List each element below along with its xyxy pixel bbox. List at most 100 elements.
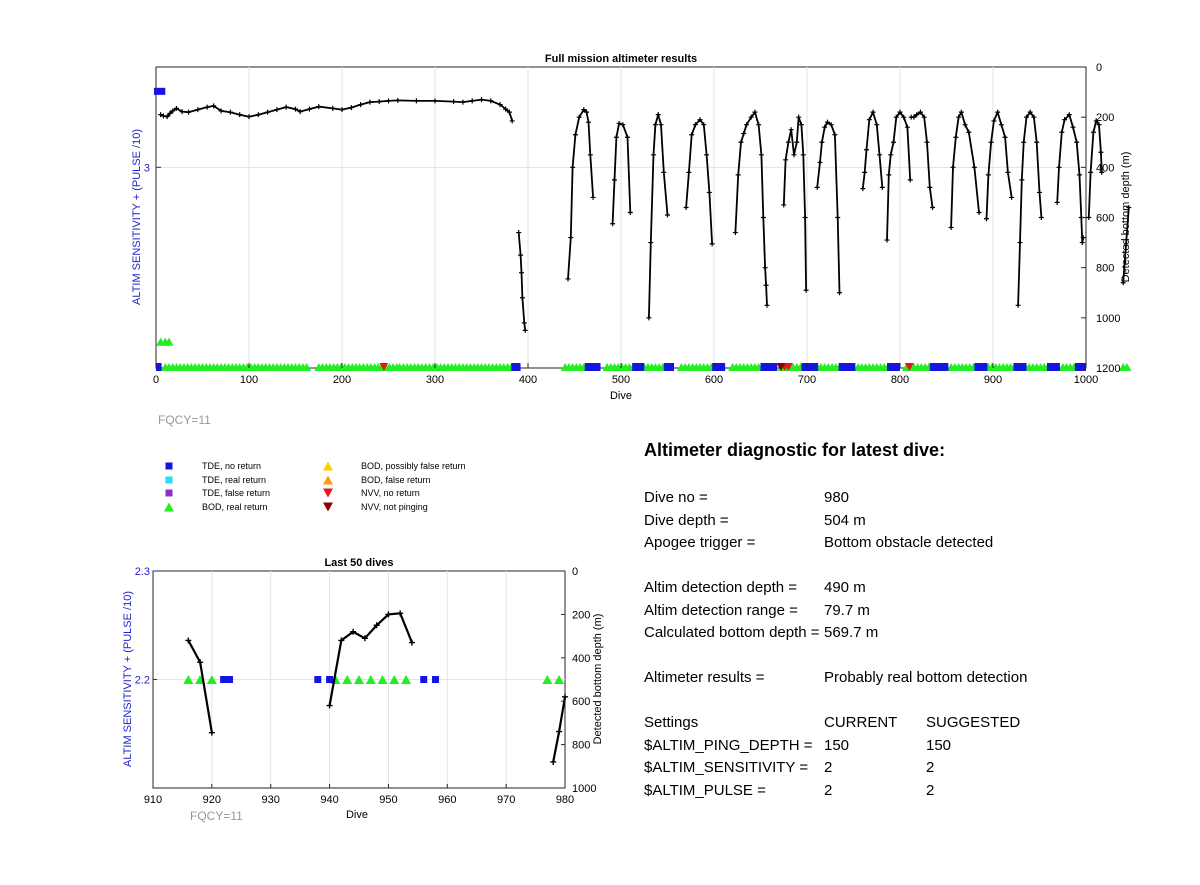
main-bottom-depth-point [752, 109, 758, 115]
last50-marks [183, 610, 568, 765]
setting-suggested: 150 [926, 736, 952, 754]
main-bottom-depth-point [581, 107, 587, 113]
main-bottom-depth-point [293, 106, 298, 112]
main-bottom-depth-point [783, 157, 789, 163]
main-bottom-depth-point [570, 164, 576, 170]
last50-tde-no-return-marker [226, 676, 234, 683]
last50-bottom-depth-point [208, 729, 215, 736]
setting-name: $ALTIM_PULSE = [644, 781, 766, 799]
last50-x-axis-label: Dive [346, 809, 368, 821]
bottom-depth-value: 569.7 m [824, 624, 879, 641]
main-bottom-depth-point [519, 295, 525, 301]
main-bottom-depth-point [956, 114, 962, 120]
main-bottom-depth-point [958, 109, 964, 115]
main-bottom-depth-point [1126, 204, 1132, 210]
legend-square-icon [165, 476, 173, 484]
main-bottom-depth-point [962, 122, 968, 128]
last50-bod-real-marker [206, 675, 217, 684]
results-row: Altimeter results = Probably real bottom… [644, 669, 1184, 692]
main-bottom-depth-point [788, 127, 794, 133]
main-bottom-depth-point [948, 225, 954, 231]
legend-label: NVV, not pinging [361, 502, 428, 512]
main-bottom-depth-point [585, 119, 591, 125]
dive-no-label: Dive no = [644, 489, 708, 506]
detection-range-row: Altim detection range = 79.7 m [644, 602, 1184, 625]
main-tde-no-return-marker [584, 363, 601, 371]
detection-depth-label: Altim detection depth = [644, 579, 798, 596]
last50-bottom-depth-point [562, 693, 568, 700]
last50-right-tick-label: 200 [572, 609, 590, 621]
legend-label: TDE, real return [202, 475, 266, 485]
main-bottom-depth-point [897, 109, 903, 115]
main-bottom-depth-point [576, 114, 582, 120]
last50-tde-no-return-marker [420, 676, 428, 683]
main-bottom-depth-point [921, 114, 927, 120]
main-bottom-depth-point [646, 315, 652, 321]
main-bottom-depth-point [1002, 134, 1008, 140]
main-bottom-depth-point [246, 114, 252, 120]
last50-bottom-depth-point [338, 637, 345, 644]
main-bottom-depth-point [791, 152, 797, 158]
main-bottom-depth-line [567, 108, 594, 280]
last50-bottom-depth-point [550, 758, 557, 765]
results-label: Altimeter results = [644, 669, 765, 686]
main-x-tick-label: 400 [519, 374, 537, 386]
last50-bod-real-marker [401, 675, 412, 684]
bottom-depth-label: Calculated bottom depth = [644, 624, 820, 641]
main-bottom-depth-point [824, 119, 830, 125]
last50-tde-no-return-marker [432, 676, 440, 683]
main-bottom-depth-point [522, 327, 528, 333]
main-bottom-depth-point [744, 122, 750, 128]
last50-chart-title: Last 50 dives [324, 557, 393, 569]
main-left-axis-label: ALTIM SENSITIVITY + (PULSE /10) [131, 129, 143, 305]
main-bottom-depth-point [518, 252, 524, 258]
main-tde-no-return-marker [511, 363, 521, 371]
setting-row: $ALTIM_PING_DEPTH = 150 150 [644, 737, 1184, 760]
main-bottom-depth-point [521, 320, 527, 326]
setting-suggested: 2 [926, 759, 935, 776]
main-bottom-depth-line [648, 111, 669, 318]
main-bottom-depth-point [497, 102, 503, 108]
last50-x-tick-label: 940 [320, 794, 338, 806]
setting-current: 150 [824, 736, 850, 754]
main-bottom-depth-point [886, 172, 892, 178]
main-bottom-depth-point [890, 139, 896, 145]
dive-depth-row: Dive depth = 504 m [644, 512, 1184, 535]
dive-no-row: Dive no = 980 [644, 489, 1184, 512]
legend-label: TDE, no return [202, 461, 261, 471]
main-bottom-depth-point [837, 290, 843, 296]
main-bottom-depth-point [901, 114, 907, 120]
bottom-depth-row: Calculated bottom depth = 569.7 m [644, 624, 1184, 647]
main-bottom-depth-point [506, 109, 512, 115]
main-right-tick-label: 600 [1096, 213, 1114, 225]
last50-x-tick-label: 970 [497, 794, 515, 806]
main-bottom-depth-point [976, 209, 982, 215]
last50-right-tick-label: 0 [572, 566, 578, 578]
main-bottom-depth-point [1009, 194, 1015, 200]
main-bottom-depth-point [658, 122, 664, 128]
main-bottom-depth-point [1015, 302, 1021, 308]
main-tde-no-return-marker [156, 363, 162, 371]
main-tde-no-return-marker [1013, 363, 1027, 371]
main-bottom-depth-point [1037, 189, 1042, 195]
last50-tde-no-return-marker [220, 676, 228, 683]
main-bottom-depth-point [590, 194, 596, 200]
main-bottom-depth-point [255, 112, 261, 118]
main-bottom-depth-point [800, 152, 806, 158]
main-tde-no-return-marker [154, 87, 166, 95]
main-bottom-depth-point [1019, 177, 1025, 183]
main-fqcy-annotation: FQCY=11 [158, 413, 211, 427]
main-bottom-depth-point [706, 189, 712, 195]
main-bottom-depth-point [613, 134, 619, 140]
last50-right-tick-label: 1000 [572, 783, 596, 795]
triangle-down-legend-icon [323, 502, 333, 512]
main-bottom-depth-point [735, 172, 741, 178]
main-bottom-depth-point [1034, 139, 1040, 145]
main-bottom-depth-point [195, 107, 201, 113]
setting-suggested: 2 [926, 781, 935, 799]
last50-tde-no-return-marker [326, 676, 334, 683]
setting-row: $ALTIM_PULSE = 2 2 [644, 782, 1184, 805]
main-bottom-depth-point [274, 107, 280, 113]
main-tde-no-return-marker [1046, 363, 1060, 371]
main-bottom-depth-point [689, 132, 695, 138]
